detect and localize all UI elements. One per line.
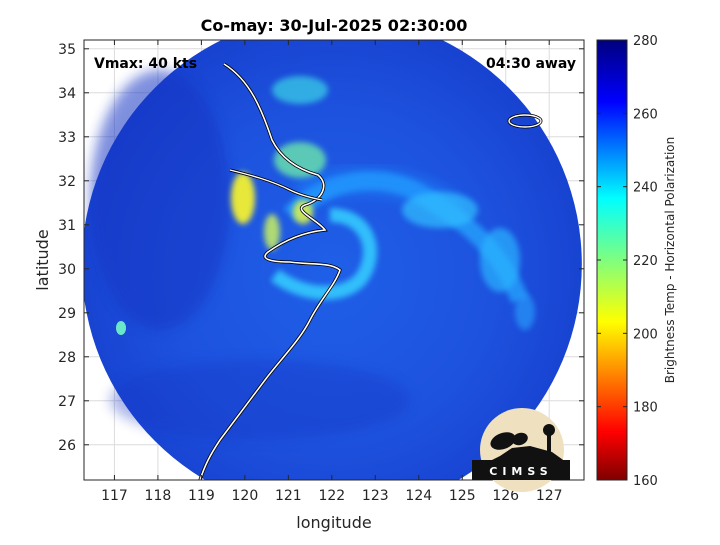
y-tick-label: 33: [58, 130, 76, 146]
chart-title: Co-may: 30-Jul-2025 02:30:00: [201, 16, 468, 35]
colorbar: [596, 39, 628, 481]
far-east-band-cell: [480, 228, 520, 292]
storm-core-ring: [270, 208, 377, 300]
y-tick-label: 32: [58, 174, 76, 190]
y-axis-label: latitude: [33, 229, 52, 290]
colorbar-label: Brightness Temp - Horizontal Polarizatio…: [663, 137, 677, 384]
x-axis-label: longitude: [296, 513, 371, 532]
x-tick-label: 125: [449, 488, 476, 504]
logo-banner: [472, 460, 570, 480]
vmax-label: Vmax: 40 kts: [94, 56, 197, 72]
peninsula-warm-spot: [264, 214, 280, 250]
colorbar-tick-label: 220: [633, 254, 658, 269]
x-tick-label: 117: [101, 488, 128, 504]
x-tick-label: 124: [405, 488, 432, 504]
x-tick-label: 123: [362, 488, 389, 504]
y-tick-label: 29: [58, 306, 76, 322]
x-tick-label: 127: [536, 488, 563, 504]
coastal-land-warm: [274, 142, 326, 178]
axes-frame: [83, 39, 585, 481]
y-tick-label: 28: [58, 350, 76, 366]
east-band-cell: [402, 192, 478, 228]
y-tick-label: 31: [58, 218, 76, 234]
logo-tower-top: [543, 424, 555, 436]
western-cold-area: [90, 70, 230, 330]
logo-dish-1: [490, 432, 516, 450]
x-tick-label: 122: [318, 488, 345, 504]
yangtze-river: [229, 169, 323, 201]
colorbar-tick-label: 160: [633, 474, 658, 489]
swath-layer: [84, 40, 582, 480]
x-tick-label: 126: [492, 488, 519, 504]
colorbar-tick-label: 200: [633, 327, 658, 342]
southern-area: [110, 360, 410, 440]
colorbar-tick-label: 280: [633, 34, 658, 49]
x-tick-labels: 117 118 119 120 121 122 123 124 125 126 127: [101, 488, 563, 504]
logo-tower: [547, 432, 551, 454]
y-tick-label: 30: [58, 262, 76, 278]
logo-text: CIMSS: [489, 465, 552, 478]
y-tick-label: 35: [58, 42, 76, 58]
x-tick-label: 118: [145, 488, 172, 504]
logo-dish-2: [512, 432, 528, 446]
colorbar-tick-label: 240: [633, 181, 658, 196]
colorbar-tick-label: 260: [633, 107, 658, 122]
time-away-label: 04:30 away: [486, 56, 576, 72]
coastline: [199, 63, 341, 480]
colorbar-ticks: 160 180 200 220 240 260 280: [597, 34, 658, 489]
y-tick-labels: 26 27 28 29 30 31 32 33 34 35: [58, 42, 76, 454]
isolated-warm-spot: [116, 321, 126, 335]
y-tick-label: 34: [58, 86, 76, 102]
tick-marks: [84, 40, 584, 480]
x-tick-label: 119: [188, 488, 215, 504]
y-tick-label: 27: [58, 394, 76, 410]
island-outline: [508, 114, 542, 128]
hottest-land-strip: [231, 172, 255, 224]
x-tick-label: 120: [232, 488, 259, 504]
colorbar-tick-label: 180: [633, 401, 658, 416]
southeast-band-cell: [515, 294, 535, 330]
x-tick-label: 121: [275, 488, 302, 504]
y-tick-label: 26: [58, 438, 76, 454]
northern-land-warm: [272, 76, 328, 104]
cimss-logo: CIMSS: [472, 408, 570, 492]
